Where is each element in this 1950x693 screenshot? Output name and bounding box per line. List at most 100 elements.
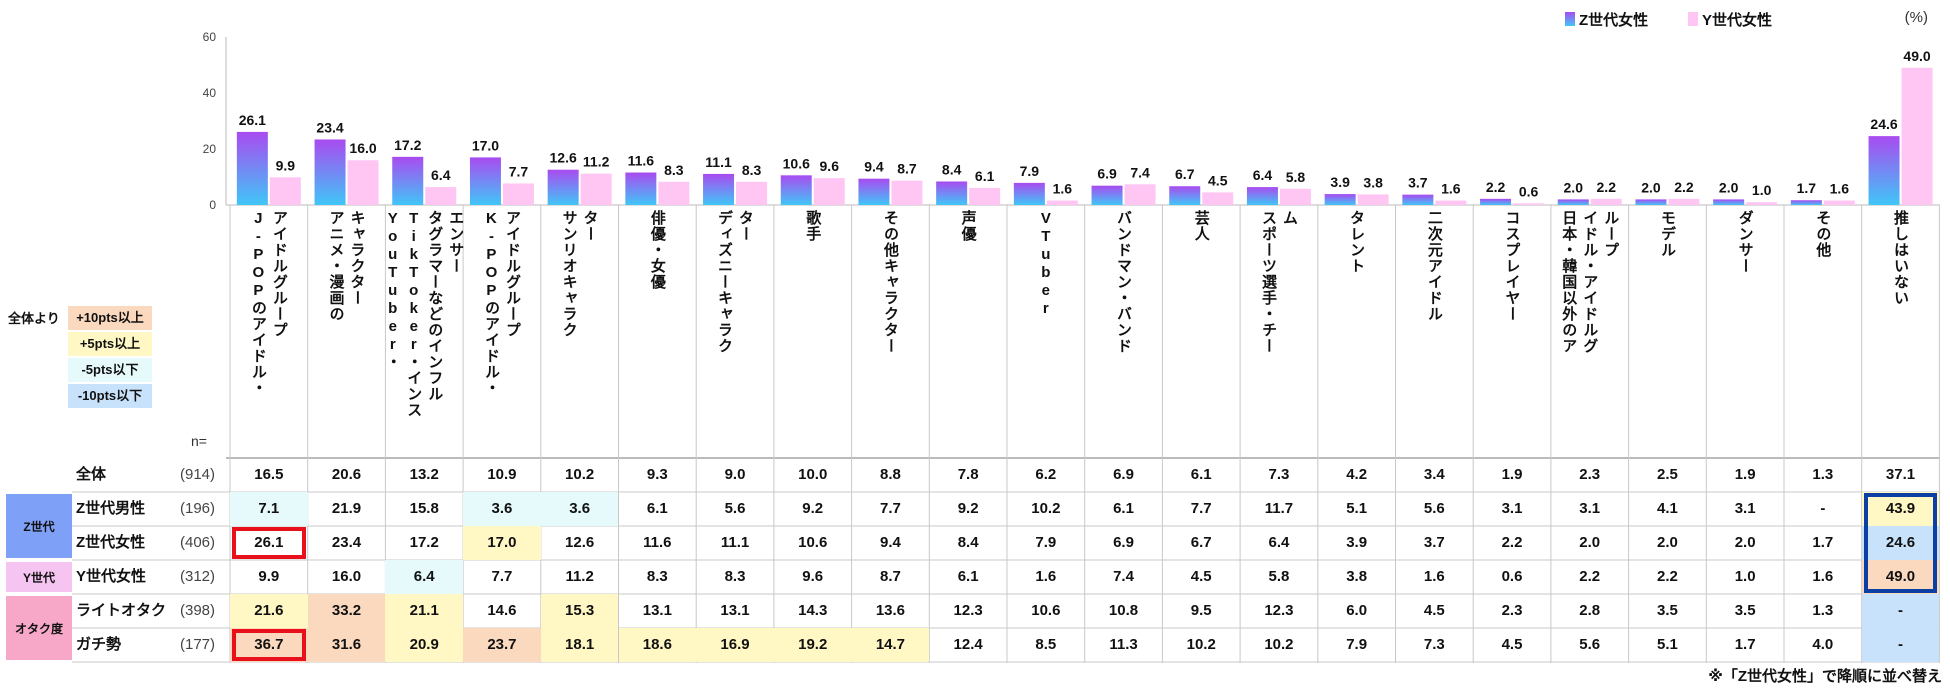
- table-cell: 16.9: [696, 628, 774, 662]
- category-label-line: ター: [737, 210, 755, 242]
- table-cell: 17.2: [409, 534, 439, 551]
- bar-y-gen-female: [580, 173, 612, 205]
- category-label: VTuber: [1007, 208, 1085, 458]
- table-cell: 7.4: [1113, 568, 1134, 585]
- table-cell: 6.1: [646, 500, 668, 517]
- table-cell: 9.0: [724, 466, 746, 483]
- table-cell: 1.3: [1812, 466, 1834, 483]
- shading-legend-item: +5pts以上: [68, 332, 152, 356]
- table-cell: 10.6: [798, 534, 828, 551]
- category-label-line: スポーツ選手・チー: [1259, 210, 1277, 354]
- data-label-z: 1.7: [1797, 180, 1817, 196]
- table-cell: 7.7: [491, 568, 513, 585]
- table-cell: 13.2: [409, 466, 439, 483]
- category-label-line: K-POPのアイドル・: [482, 210, 500, 396]
- category-label-line: VTuber: [1037, 210, 1055, 318]
- data-label-y: 6.1: [975, 168, 995, 184]
- category-label: タレント: [1318, 208, 1396, 458]
- table-cell: 10.6: [1031, 602, 1061, 619]
- category-label: その他キャラクター: [852, 208, 930, 458]
- data-label-y: 16.0: [349, 140, 376, 156]
- table-cell: 3.1: [1734, 500, 1756, 517]
- row-label: ガチ勢: [76, 636, 122, 653]
- bar-y-gen-female: [1901, 67, 1933, 205]
- table-cell: 43.9: [1861, 492, 1940, 526]
- bar-y-gen-female: [1668, 198, 1700, 205]
- table-cell: 3.6: [540, 492, 619, 526]
- row-label: 全体: [76, 466, 107, 483]
- table-cell: 11.7: [1264, 500, 1294, 517]
- y-tick-label: 60: [203, 30, 217, 44]
- data-label-z: 26.1: [239, 112, 266, 128]
- table-cell: 5.6: [1423, 500, 1445, 517]
- data-label-y: 2.2: [1597, 179, 1617, 195]
- table-cell: -: [1861, 594, 1940, 628]
- category-label: ディズニーキャラク ター: [696, 208, 774, 458]
- legend-swatch: [1565, 12, 1575, 26]
- bar-z-gen-female: [1557, 199, 1589, 205]
- table-cell: 19.2: [773, 628, 852, 662]
- table-cell: 3.5: [1734, 602, 1756, 619]
- table-cell: 14.7: [851, 628, 930, 662]
- table-cell: 23.4: [331, 534, 362, 551]
- data-label-y: 1.6: [1053, 181, 1073, 197]
- category-label: 日本・韓国以外のア イドル・アイドルグ ループ: [1551, 208, 1629, 458]
- table-cell: 24.6: [1861, 526, 1940, 560]
- row-sample-size: (914): [180, 466, 216, 483]
- bar-y-gen-female: [736, 181, 768, 205]
- table-cell: 2.8: [1579, 602, 1601, 619]
- data-label-y: 9.9: [276, 157, 296, 173]
- table-cell: 5.6: [1579, 636, 1601, 653]
- table-cell: 8.3: [646, 568, 668, 585]
- category-label-line: 二次元アイドル: [1425, 210, 1443, 322]
- bar-y-gen-female: [813, 178, 845, 205]
- y-tick-label: 40: [203, 86, 217, 100]
- table-cell: 4.5: [1423, 602, 1445, 619]
- shading-legend-title: 全体より: [8, 311, 60, 326]
- table-cell: 6.9: [1113, 534, 1134, 551]
- table-cell: 7.1: [230, 492, 308, 526]
- data-label-z: 2.0: [1719, 179, 1739, 195]
- table-cell: 1.9: [1734, 466, 1756, 483]
- table-cell: 1.6: [1035, 568, 1057, 585]
- data-label-y: 8.7: [897, 161, 917, 177]
- table-cell: 10.2: [565, 466, 595, 483]
- category-label-line: YouTuber・: [384, 210, 402, 370]
- data-label-y: 7.4: [1130, 164, 1150, 180]
- category-label-line: バンドマン・バンド: [1115, 210, 1133, 354]
- table-cell: 2.2: [1579, 568, 1601, 585]
- table-cell: 5.8: [1268, 568, 1290, 585]
- table-cell: 18.1: [540, 628, 619, 662]
- bar-z-gen-female: [703, 173, 735, 205]
- table-cell: 33.2: [307, 594, 386, 628]
- table-cell: 3.1: [1501, 500, 1523, 517]
- data-label-z: 10.6: [783, 155, 810, 171]
- table-cell: 14.6: [487, 602, 517, 619]
- category-label: モデル: [1629, 208, 1707, 458]
- table-cell: 36.7: [230, 628, 308, 662]
- n-label: n=: [191, 433, 207, 449]
- category-label-line: アイドルグループ: [503, 210, 521, 338]
- table-cell: 3.4: [1423, 466, 1445, 483]
- table-cell: 4.0: [1812, 636, 1834, 653]
- data-label-z: 2.0: [1564, 179, 1584, 195]
- table-cell: 10.2: [1186, 636, 1216, 653]
- table-cell: 6.7: [1190, 534, 1212, 551]
- category-label-line: アニメ・漫画の: [327, 210, 345, 322]
- row-group-label: Z世代: [6, 494, 72, 558]
- row-sample-size: (177): [180, 636, 216, 653]
- table-cell: 7.7: [880, 500, 901, 517]
- category-label-line: ループ: [1602, 210, 1620, 258]
- data-label-z: 11.6: [628, 153, 655, 169]
- data-label-y: 1.6: [1830, 181, 1850, 197]
- data-label-y: 0.6: [1519, 183, 1539, 199]
- row-sample-size: (312): [180, 568, 216, 585]
- category-label: 二次元アイドル: [1396, 208, 1474, 458]
- category-label: サンリオキャラク ター: [541, 208, 619, 458]
- row-sample-size: (406): [180, 534, 216, 551]
- table-cell: 21.6: [230, 594, 308, 628]
- table-cell: 6.2: [1035, 466, 1057, 483]
- table-cell: 7.9: [1035, 534, 1057, 551]
- category-label: YouTuber・ TikToker・インス タグラマーなどのインフル エンサー: [384, 208, 464, 458]
